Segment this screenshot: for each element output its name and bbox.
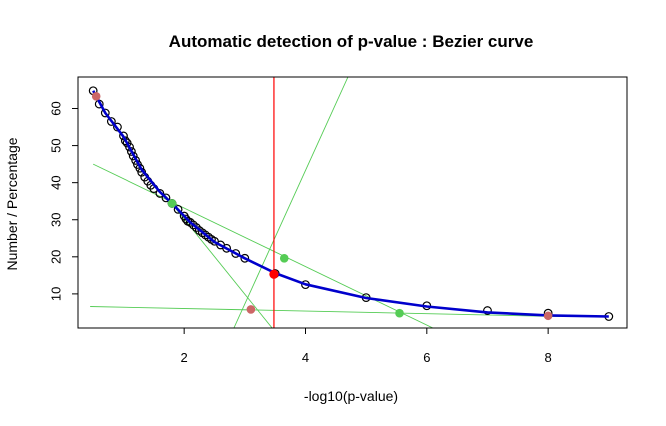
end-point (543, 311, 553, 321)
observed-point (188, 220, 198, 230)
observed-point (106, 117, 116, 126)
y-tick-label: 10 (49, 287, 64, 301)
observed-point (222, 243, 232, 253)
observed-point (125, 142, 134, 152)
observed-point (155, 189, 165, 198)
observed-point (100, 108, 110, 118)
tangent-line (90, 306, 561, 317)
observed-point (120, 136, 130, 146)
end-point (246, 305, 256, 314)
y-tick-label: 20 (49, 250, 64, 264)
x-tick-label: 2 (181, 350, 188, 365)
observed-point (231, 249, 241, 258)
control-point (279, 253, 289, 263)
end-point (91, 91, 101, 101)
y-axis-label: Number / Percentage (4, 137, 20, 270)
observed-point (126, 147, 136, 156)
x-axis-label: -log10(p-value) (304, 388, 398, 404)
y-tick-label: 60 (49, 101, 64, 115)
observed-point (191, 223, 201, 232)
x-tick-label: 6 (423, 350, 430, 365)
tangent-line (233, 77, 349, 328)
y-tick-label: 40 (49, 175, 64, 189)
observed-point (185, 217, 195, 227)
x-tick-label: 4 (302, 350, 309, 365)
chart-title: Automatic detection of p-value : Bezier … (169, 32, 534, 51)
observed-point (240, 253, 250, 263)
observed-point (161, 193, 171, 203)
tangent-line (92, 163, 434, 328)
axes: 2 4 6 8 10 20 30 40 50 60 (49, 101, 552, 365)
x-tick-label: 8 (545, 350, 552, 365)
observed-point (119, 131, 128, 141)
detected-point (269, 269, 279, 279)
y-tick-label: 50 (49, 138, 64, 152)
tangent-line (162, 192, 273, 328)
observed-point (173, 204, 183, 214)
control-point (167, 199, 177, 208)
y-tick-label: 30 (49, 213, 64, 227)
control-point (395, 308, 404, 318)
plot-frame (77, 76, 628, 329)
plot-area (88, 77, 614, 328)
bezier-curve (92, 90, 609, 318)
observed-point (483, 306, 492, 315)
